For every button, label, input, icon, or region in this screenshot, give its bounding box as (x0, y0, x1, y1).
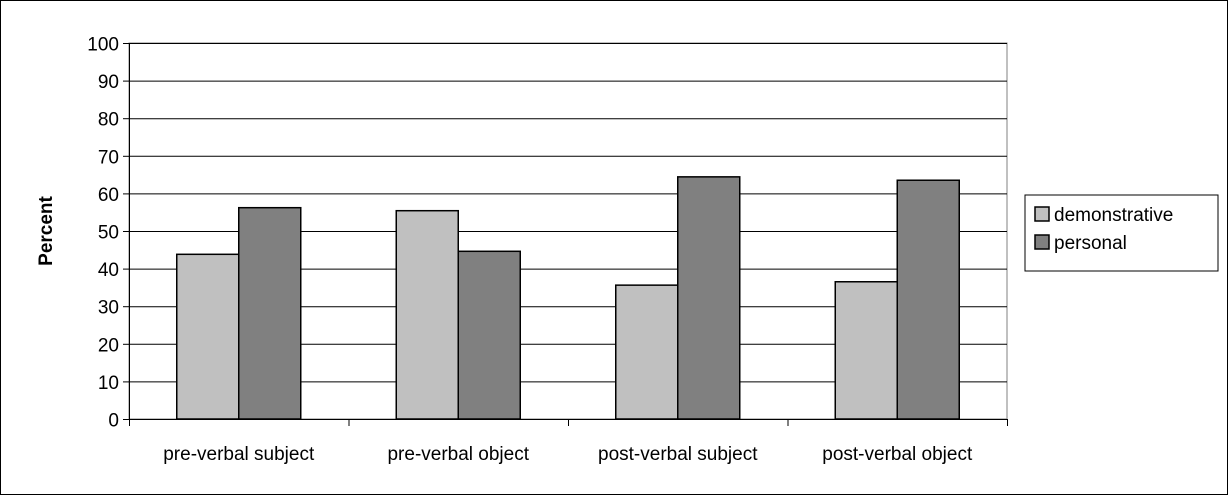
legend: demonstrative personal (1024, 194, 1219, 272)
x-tick-label: pre-verbal subject (163, 444, 315, 465)
bar-demonstrative (176, 253, 240, 420)
y-tick-label: 30 (98, 298, 119, 319)
y-tick-label: 0 (108, 411, 119, 432)
y-tick-labels: 0 10 20 30 40 50 60 70 80 90 100 (87, 35, 119, 432)
bar-personal (238, 206, 302, 420)
bar-demonstrative (834, 281, 898, 420)
bar-personal (896, 179, 960, 420)
y-tick-label: 10 (98, 373, 119, 394)
x-tick-labels: pre-verbal subject pre-verbal object post-… (163, 444, 973, 465)
bar-personal (677, 176, 741, 420)
y-tick-label: 100 (87, 35, 119, 56)
y-axis-label: Percent (36, 195, 57, 265)
x-tick-label: post-verbal subject (598, 444, 758, 465)
legend-swatch-demonstrative (1034, 206, 1050, 222)
bar-personal (457, 250, 521, 420)
y-tick-label: 50 (98, 223, 119, 244)
legend-box (1024, 194, 1219, 272)
legend-label-demonstrative: demonstrative (1054, 205, 1173, 226)
x-tick-label: pre-verbal object (387, 444, 529, 465)
legend-swatch-personal (1034, 234, 1050, 250)
y-tick-label: 90 (98, 72, 119, 93)
axes (123, 43, 1008, 426)
y-tick-label: 80 (98, 110, 119, 131)
x-tick-label: post-verbal object (822, 444, 973, 465)
legend-label-personal: personal (1054, 233, 1127, 254)
y-tick-label: 70 (98, 147, 119, 168)
y-tick-label: 60 (98, 185, 119, 206)
y-tick-label: 20 (98, 335, 119, 356)
bar-demonstrative (395, 209, 459, 420)
y-tick-label: 40 (98, 260, 119, 281)
bar-demonstrative (615, 284, 679, 420)
